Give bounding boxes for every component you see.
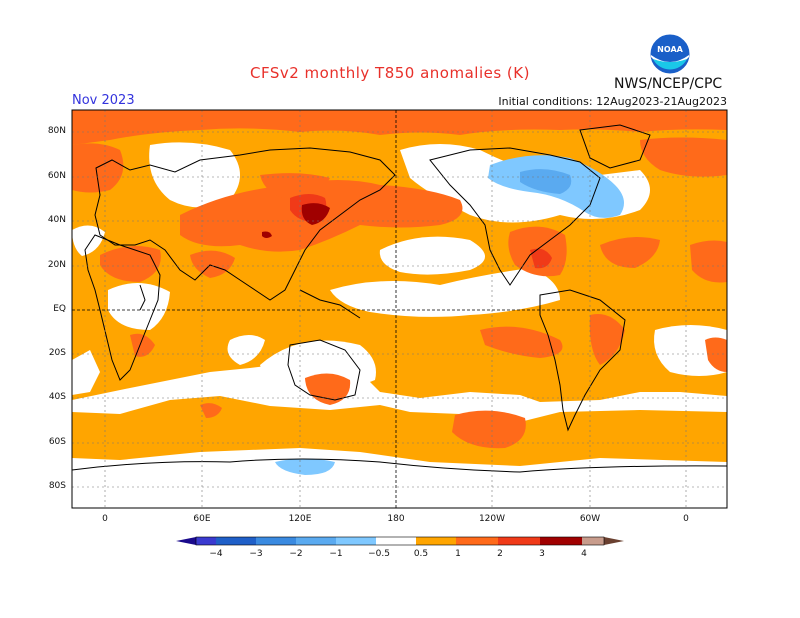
color-legend: [176, 536, 624, 546]
lat-label: 40N: [47, 215, 66, 225]
legend-swatch-4: [296, 537, 336, 545]
lat-label: 80N: [47, 126, 66, 136]
logo-text: NOAA: [657, 45, 683, 54]
graticule: [72, 110, 727, 508]
legend-label: 2: [497, 549, 503, 559]
lon-label: 120W: [478, 514, 506, 524]
noaa-logo: NOAA: [649, 33, 691, 75]
legend-swatch-3: [256, 537, 296, 545]
neutral-regions: [72, 142, 727, 508]
legend-label: 1: [455, 549, 461, 559]
lat-label: 60S: [48, 437, 66, 447]
legend-swatch-9: [498, 537, 540, 545]
lon-label: 120E: [288, 514, 312, 524]
map-frame: [71, 109, 728, 509]
legend-swatch-11: [582, 537, 604, 545]
legend-label: 0.5: [413, 549, 429, 559]
coastlines: [72, 124, 727, 473]
equator-dateline: [72, 110, 727, 508]
lat-label: 20N: [47, 260, 66, 270]
legend-swatch-1: [196, 537, 216, 545]
chart-title: CFSv2 monthly T850 anomalies (K): [250, 64, 530, 82]
lon-label: 0: [102, 514, 108, 524]
lat-label: 20S: [48, 348, 66, 358]
legend-swatch-5: [336, 537, 376, 545]
legend-label: 3: [539, 549, 545, 559]
legend-label: −4: [209, 549, 223, 559]
agency-label: NWS/NCEP/CPC: [614, 76, 723, 92]
legend-swatch-2: [216, 537, 256, 545]
legend-label: −2: [289, 549, 303, 559]
lat-label: EQ: [53, 304, 66, 314]
lat-label: 80S: [48, 481, 66, 491]
lon-label: 60E: [193, 514, 211, 524]
legend-label: 4: [581, 549, 587, 559]
legend-swatch-12: [604, 537, 624, 545]
forecast-month: Nov 2023: [72, 93, 135, 108]
lon-label: 60W: [579, 514, 601, 524]
lon-label: 180: [387, 514, 405, 524]
legend-label: −1: [329, 549, 343, 559]
extreme-warm-region: [262, 203, 330, 238]
legend-swatch-10: [540, 537, 582, 545]
legend-label: −3: [249, 549, 263, 559]
legend-swatch-6: [376, 537, 416, 545]
legend-swatch-8: [456, 537, 498, 545]
initial-conditions: Initial conditions: 12Aug2023-21Aug2023: [498, 95, 727, 108]
lat-label: 60N: [47, 171, 66, 181]
legend-swatch-0: [176, 537, 196, 545]
lat-label: 40S: [48, 392, 66, 402]
legend-swatch-7: [416, 537, 456, 545]
legend-label: −0.5: [368, 549, 390, 559]
lon-label: 0: [683, 514, 689, 524]
